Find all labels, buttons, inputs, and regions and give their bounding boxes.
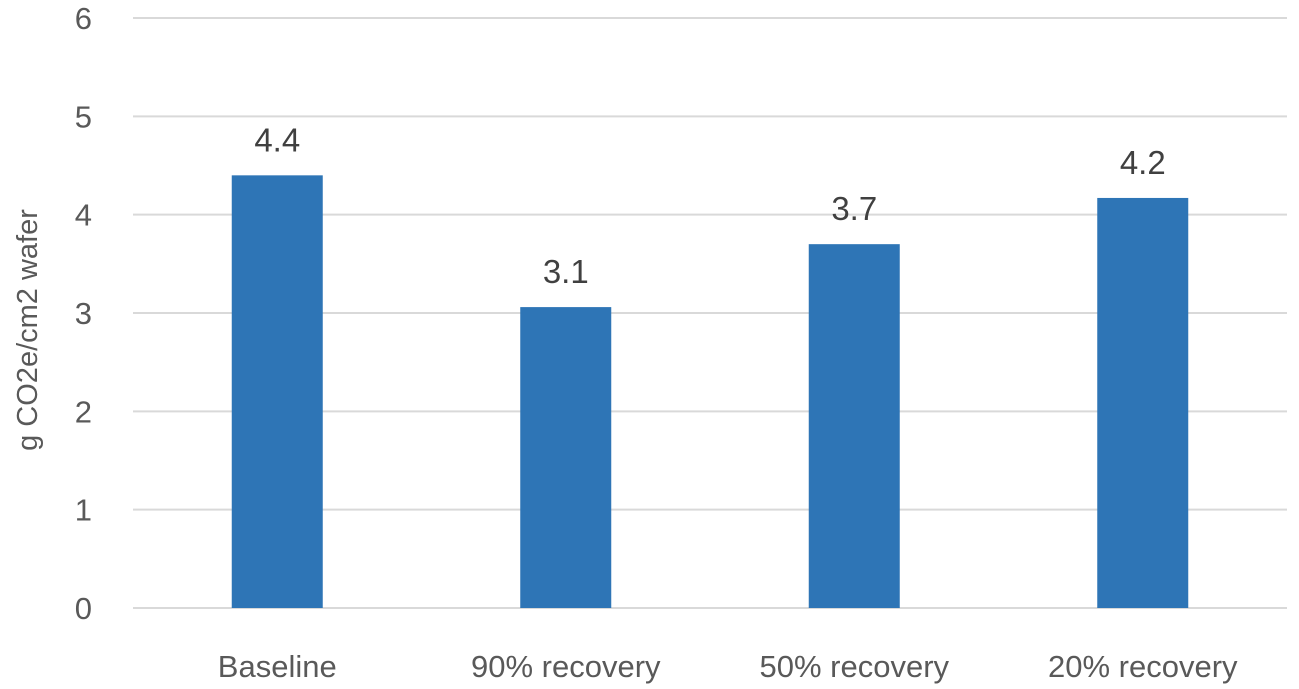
y-tick-label: 4 (75, 198, 92, 233)
data-label: 4.4 (254, 121, 300, 158)
y-tick-label: 0 (75, 591, 92, 626)
x-category-label: 20% recovery (1048, 649, 1238, 684)
bar (1097, 197, 1189, 608)
data-label: 3.7 (831, 190, 877, 227)
y-axis-ticks: 0 1 2 3 4 5 6 (75, 1, 92, 626)
y-tick-label: 1 (75, 493, 92, 528)
x-axis-categories: Baseline 90% recovery 50% recovery 20% reco… (218, 649, 1238, 684)
y-tick-label: 5 (75, 99, 92, 134)
gridlines (133, 17, 1287, 609)
y-tick-label: 3 (75, 296, 92, 331)
y-axis-title: g CO2e/cm2 wafer (12, 209, 44, 451)
y-tick-label: 6 (75, 1, 92, 36)
x-category-label: 90% recovery (471, 649, 661, 684)
data-label: 3.1 (543, 253, 589, 290)
data-labels: 4.4 3.1 3.7 4.2 (254, 121, 1165, 290)
bars (231, 175, 1189, 609)
data-label: 4.2 (1120, 144, 1166, 181)
bar (231, 175, 323, 609)
bar (520, 307, 612, 608)
y-tick-label: 2 (75, 394, 92, 429)
x-category-label: 50% recovery (759, 649, 949, 684)
x-category-label: Baseline (218, 649, 337, 684)
bar (808, 244, 900, 608)
